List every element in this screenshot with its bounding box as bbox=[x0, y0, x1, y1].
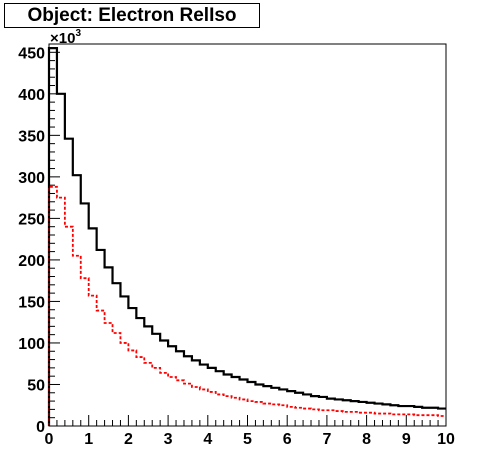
x-tick-label: 2 bbox=[124, 431, 133, 448]
x-tick-label: 9 bbox=[402, 431, 411, 448]
x-tick-label: 1 bbox=[84, 431, 93, 448]
x-tick-label: 4 bbox=[203, 431, 212, 448]
x-tick-label: 8 bbox=[362, 431, 371, 448]
y-tick-label: 400 bbox=[18, 87, 45, 104]
y-tick-label: 150 bbox=[18, 294, 45, 311]
x-tick-label: 3 bbox=[164, 431, 173, 448]
y-tick-label: 50 bbox=[27, 377, 45, 394]
x-tick-label: 6 bbox=[283, 431, 292, 448]
y-tick-label: 250 bbox=[18, 211, 45, 228]
chart-title: Object: Electron RelIso bbox=[27, 4, 237, 26]
series-line-red bbox=[48, 185, 446, 426]
series-layer bbox=[47, 47, 446, 426]
x-tick-label: 10 bbox=[437, 431, 455, 448]
plot-frame bbox=[48, 43, 447, 427]
x-tick-label: 5 bbox=[243, 431, 252, 448]
y-tick-label: 100 bbox=[18, 336, 45, 353]
y-tick-label: 0 bbox=[36, 419, 45, 436]
y-tick-label: 450 bbox=[18, 45, 45, 62]
x-tick-label: 0 bbox=[45, 431, 54, 448]
y-tick-label: 200 bbox=[18, 253, 45, 270]
x-tick-label: 7 bbox=[322, 431, 331, 448]
chart-title-box: Object: Electron RelIso bbox=[4, 3, 260, 28]
y-exponent-label: ×103 bbox=[50, 28, 81, 47]
y-tick-label: 300 bbox=[18, 170, 45, 187]
series-line-black bbox=[47, 47, 446, 426]
y-tick-label: 350 bbox=[18, 128, 45, 145]
